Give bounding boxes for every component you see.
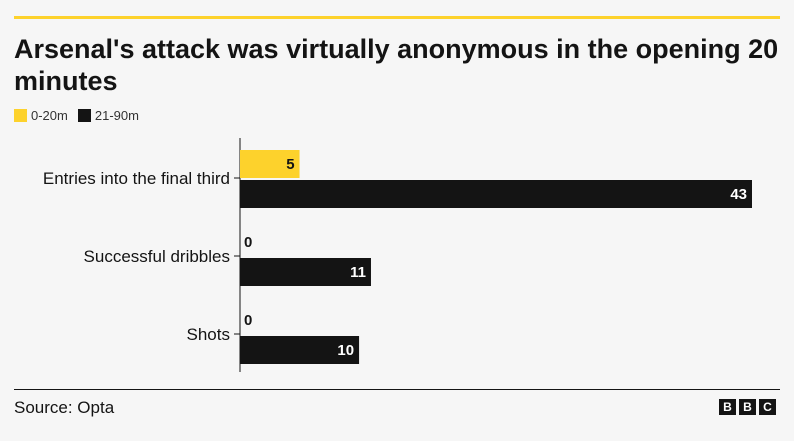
bar	[240, 180, 752, 208]
legend-swatch-0-20m	[14, 108, 27, 122]
bar	[240, 336, 360, 364]
data-label: 5	[286, 156, 294, 173]
bottom-rule	[14, 389, 780, 390]
legend-label-21-90m: 21-90m	[94, 107, 139, 123]
legend-label-0-20m: 0-20m	[31, 107, 68, 123]
top-accent-rule	[14, 16, 780, 19]
data-label: 0	[244, 312, 252, 329]
bar	[240, 150, 300, 178]
bbc-logo-letter: B	[739, 399, 756, 415]
legend-swatch-21-90m	[77, 108, 91, 122]
data-label: 11	[350, 264, 366, 281]
category-label: Successful dribbles	[84, 247, 230, 266]
chart-title: Arsenal's attack was virtually anonymous…	[14, 34, 779, 96]
data-label: 10	[337, 342, 354, 359]
legend-item-21-90m: 21-90m	[77, 107, 139, 123]
bar-chart: Entries into the final third 5 43 Successfu…	[43, 138, 752, 372]
category-label: Shots	[187, 325, 230, 344]
data-label: 0	[244, 234, 252, 251]
legend-item-0-20m: 0-20m	[14, 108, 68, 123]
category-label: Entries into the final third	[43, 169, 230, 188]
bar	[240, 258, 371, 286]
bbc-logo: B B C	[719, 399, 776, 415]
bbc-logo-letter: C	[759, 399, 776, 415]
legend: 0-20m 21-90m	[14, 107, 149, 123]
data-label: 43	[730, 186, 747, 203]
bbc-logo-letter: B	[719, 399, 736, 415]
source-note: Source: Opta	[14, 398, 115, 417]
